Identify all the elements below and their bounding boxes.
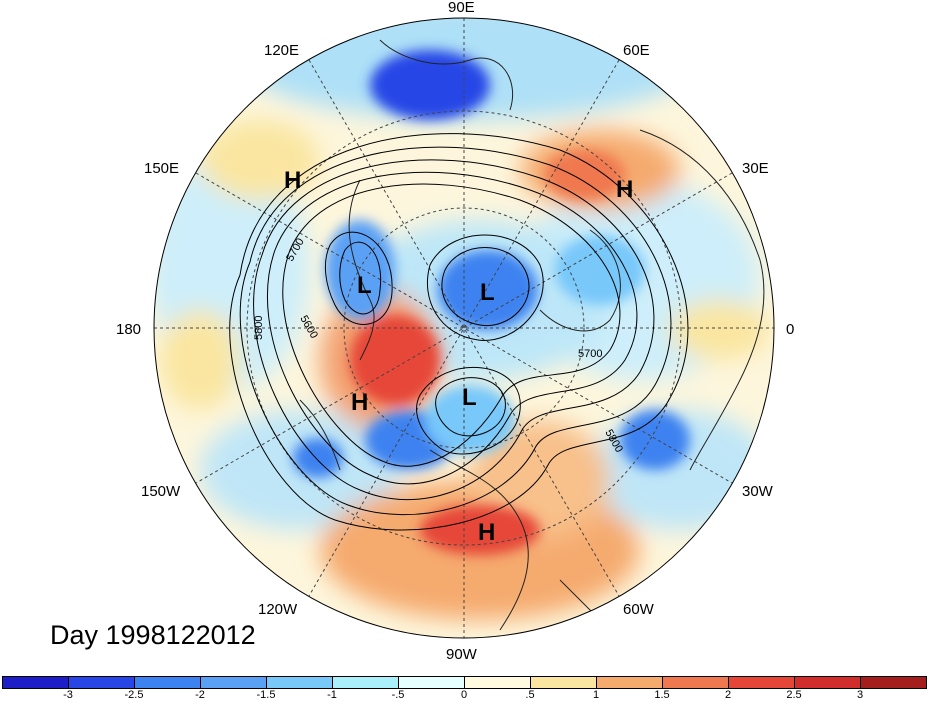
colorbar-tick-label: .5 — [525, 689, 535, 701]
longitude-label: 60W — [623, 601, 655, 618]
low-pressure-label: L — [357, 272, 372, 299]
anomaly-field: 5700 5800 5600 5700 5800 H H L L H L H — [154, 18, 774, 638]
colorbar-swatch — [728, 676, 795, 689]
colorbar-tick-label: 1.5 — [654, 689, 670, 701]
contour-label: 5700 — [578, 348, 602, 360]
colorbar-swatch — [2, 676, 69, 689]
longitude-label: 90W — [446, 646, 478, 663]
colorbar-tick-label: -2.5 — [124, 689, 144, 701]
colorbar-tick-label: -1.5 — [256, 689, 276, 701]
colorbar-tick-label: -.5 — [391, 689, 405, 701]
colorbar-tick-label: 1 — [592, 689, 600, 701]
colorbar-tick-label: -2 — [195, 689, 205, 701]
longitude-label: 180 — [116, 321, 141, 338]
high-pressure-label: H — [478, 519, 495, 546]
low-pressure-label: L — [480, 279, 495, 306]
graticule — [154, 18, 774, 638]
colorbar-tick-label: 3 — [856, 689, 864, 701]
high-pressure-label: H — [616, 176, 633, 203]
colorbar-swatch — [200, 676, 267, 689]
colorbar-swatch — [134, 676, 201, 689]
polar-map: 5700 5800 5600 5700 5800 H H L L H L H 9… — [116, 0, 794, 663]
colorbar-tick-label: 0 — [460, 689, 468, 701]
colorbar-tick-label: -3 — [63, 689, 73, 701]
height-contours — [229, 133, 689, 531]
colorbar-tick-label: 2 — [724, 689, 732, 701]
coastlines — [299, 39, 765, 638]
colorbar-tick-label: -1 — [327, 689, 337, 701]
map-title: Day 1998122012 — [50, 620, 256, 650]
longitude-label: 120E — [264, 42, 299, 59]
longitude-label: 0 — [786, 321, 794, 338]
colorbar-swatch — [860, 676, 927, 689]
colorbar: -3 -2.5 -2 -1.5 -1 -.5 0 .5 1 1.5 2 2.5 3 — [0, 676, 928, 702]
colorbar-swatch — [266, 676, 333, 689]
longitude-label: 90E — [448, 0, 475, 16]
map-boundary — [153, 17, 775, 639]
colorbar-swatch — [794, 676, 861, 689]
colorbar-swatch — [530, 676, 597, 689]
longitude-label: 60E — [623, 42, 650, 59]
colorbar-swatch — [398, 676, 465, 689]
contour-label: 5800 — [253, 316, 265, 340]
colorbar-swatch — [464, 676, 531, 689]
longitude-label: 30E — [742, 160, 769, 177]
longitude-label: 150W — [141, 483, 181, 500]
longitude-label: 150E — [144, 160, 179, 177]
colorbar-swatch — [332, 676, 399, 689]
colorbar-swatch — [68, 676, 135, 689]
longitude-label: 120W — [258, 601, 298, 618]
high-pressure-label: H — [351, 389, 368, 416]
colorbar-tick-label: 2.5 — [786, 689, 802, 701]
longitude-label: 30W — [742, 483, 774, 500]
high-pressure-label: H — [284, 167, 301, 194]
low-pressure-label: L — [462, 384, 477, 411]
colorbar-swatch — [596, 676, 663, 689]
colorbar-swatch — [662, 676, 729, 689]
